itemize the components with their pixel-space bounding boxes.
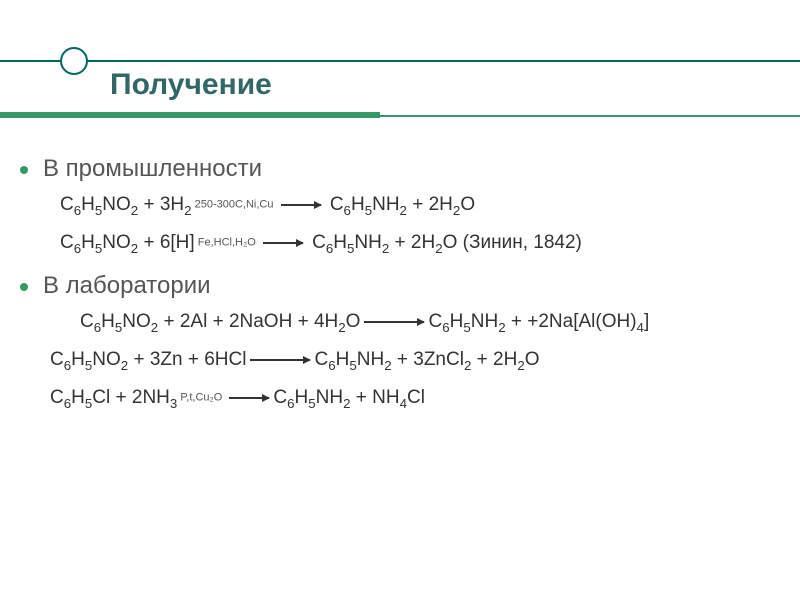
bullet-icon <box>20 166 28 174</box>
bullet-lab: В лаборатории <box>20 272 780 300</box>
lab-equations: C6H5NO2 + 2Al + 2NaOH + 4H2OC6H5NH2 + +2… <box>20 308 780 338</box>
bullet-industry: В промышленности <box>20 155 780 183</box>
heading-industry: В промышленности <box>43 155 262 183</box>
title-circle-icon <box>60 47 88 75</box>
bullet-icon <box>20 283 28 291</box>
arrow-icon <box>281 204 321 206</box>
equation-lab-2: C6H5NO2 + 3Zn + 6HClC6H5NH2 + 3ZnCl2 + 2… <box>50 346 780 376</box>
title-rule-top <box>0 60 800 62</box>
slide-content: В промышленности C6H5NO2 + 3H2 250-300C,… <box>20 155 780 418</box>
condition-text: P,t,Cu₂O <box>177 392 225 404</box>
arrow-icon <box>263 242 303 244</box>
heading-lab: В лаборатории <box>43 272 211 300</box>
equation-industry-1: C6H5NO2 + 3H2 250-300C,Ni,Cu C6H5NH2 + 2… <box>60 191 780 221</box>
title-bar: Получение <box>0 60 800 130</box>
condition-text: Fe,HCl,H₂O <box>195 236 259 248</box>
arrow-icon <box>229 397 269 399</box>
arrow-icon <box>250 359 310 361</box>
condition-text: 250-300C,Ni,Cu <box>192 199 277 211</box>
slide-title: Получение <box>110 68 272 102</box>
arrow-icon <box>364 321 424 323</box>
note-text: (Зинин, 1842) <box>457 232 581 253</box>
equation-lab-1: C6H5NO2 + 2Al + 2NaOH + 4H2OC6H5NH2 + +2… <box>80 308 780 338</box>
equation-lab-3: C6H5Cl + 2NH3 P,t,Cu₂O C6H5NH2 + NH4Cl <box>50 384 780 414</box>
title-rule-bottom-thin <box>380 115 800 117</box>
title-rule-bottom-thick <box>0 112 380 118</box>
equation-industry-2: C6H5NO2 + 6[H] Fe,HCl,H₂O C6H5NH2 + 2H2O… <box>60 229 780 259</box>
